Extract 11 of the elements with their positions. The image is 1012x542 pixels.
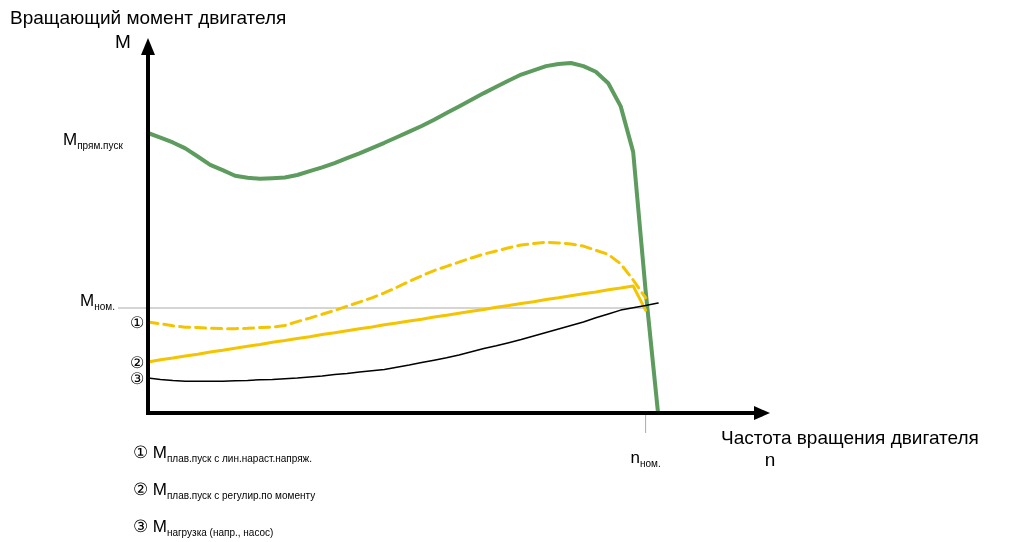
ref-line-label: M$_{ном.}$ (80, 291, 115, 312)
text: ② M$_{плав.пуск с регулир.по моменту}$ (133, 480, 316, 501)
x-axis-title: Частота вращения двигателя n (721, 427, 979, 470)
text: ③ M$_{нагрузка (напр., насос)}$ (133, 517, 274, 538)
series-label: ② (130, 353, 144, 371)
y-axis-title: Вращающий момент двигателя M (10, 7, 287, 52)
text: ① M$_{плав.пуск с лин.нараст.напряж.}$ (133, 443, 313, 464)
series-label: ③ (130, 370, 144, 387)
series-label: ① (130, 314, 144, 331)
text: M$_{прям.пуск}$ (63, 130, 124, 151)
text: n$_{ном.}$ (630, 448, 661, 469)
